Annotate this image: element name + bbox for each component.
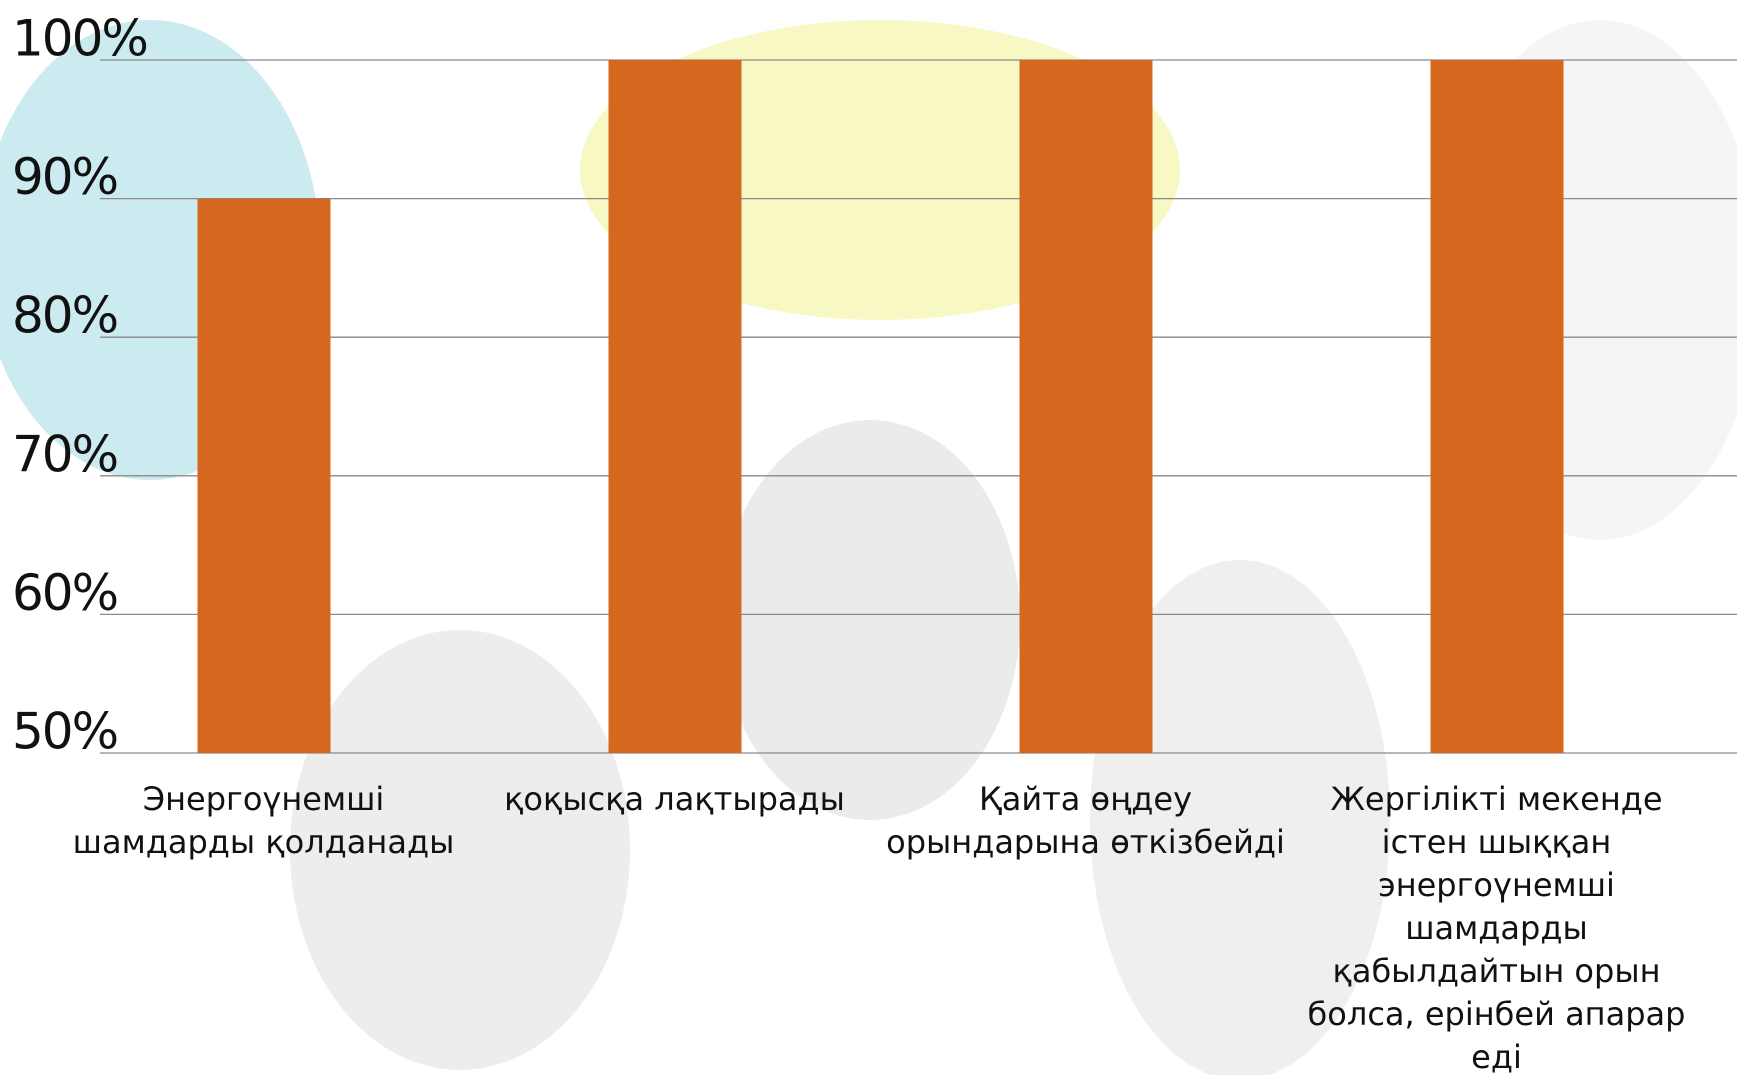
y-tick-label: 100% [12, 10, 147, 68]
bar [1431, 60, 1564, 753]
bar [198, 199, 331, 753]
y-tick-label: 60% [12, 564, 117, 622]
x-tick-label: Жергілікті мекенде істен шыққан энергоүн… [1292, 778, 1702, 1075]
y-tick-label: 90% [12, 148, 117, 206]
bar [1020, 60, 1153, 753]
bar [609, 60, 742, 753]
x-tick-label: Қайта өңдеу орындарына өткізбейді [881, 778, 1291, 864]
y-tick-label: 80% [12, 287, 117, 345]
x-tick-label: Энергоүнемші шамдарды қолданады [59, 778, 469, 864]
x-tick-label: қоқысқа лақтырады [470, 778, 880, 821]
y-tick-label: 50% [12, 703, 117, 761]
page: 50%60%70%80%90%100% (() => { const data … [0, 0, 1737, 1075]
y-tick-label: 70% [12, 425, 117, 483]
